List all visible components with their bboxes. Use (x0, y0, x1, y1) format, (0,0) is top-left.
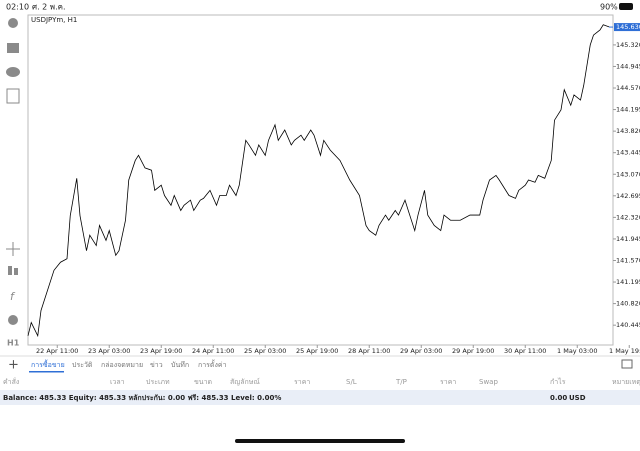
home-indicator (235, 439, 405, 443)
status-date: ศ. 2 พ.ค. (32, 3, 66, 12)
y-tick-label: 143.070 (616, 170, 640, 178)
x-tick-label: 1 May 19:00 (609, 347, 640, 355)
account-summary: Balance: 485.33 Equity: 485.33 หลักประกั… (3, 394, 281, 402)
layout-icon[interactable] (621, 359, 633, 369)
y-tick-label: 145.320 (616, 41, 640, 49)
column-header[interactable]: S/L (346, 378, 357, 386)
price-line (27, 24, 610, 338)
active-tab-underline (29, 371, 64, 373)
y-tick-label: 141.945 (616, 235, 640, 243)
x-tick-label: 29 Apr 03:00 (400, 347, 442, 355)
x-tick-label: 30 Apr 11:00 (504, 347, 546, 355)
chart-title: USDJPYm, H1 (31, 16, 77, 24)
y-tick-label: 140.820 (616, 300, 640, 308)
crosshair-icon[interactable] (6, 242, 20, 256)
y-tick-label: 142.320 (616, 213, 640, 221)
new-order-icon[interactable] (6, 88, 20, 104)
account-icon[interactable] (8, 18, 18, 28)
column-header[interactable]: ราคา (440, 378, 456, 386)
x-tick-label: 28 Apr 11:00 (348, 347, 390, 355)
trade-icon[interactable] (7, 43, 19, 53)
column-header[interactable]: ราคา (294, 378, 310, 386)
profit-total: 0.00 (550, 394, 567, 402)
y-tick-label: 144.195 (616, 106, 640, 114)
column-header[interactable]: Swap (479, 378, 498, 386)
balance-bar (0, 390, 640, 405)
indicator-icon[interactable]: f (10, 290, 16, 303)
column-header[interactable]: เวลา (110, 378, 125, 386)
y-tick-label: 143.820 (616, 127, 640, 135)
tab[interactable]: กล่องจดหมาย (101, 361, 143, 369)
x-tick-label: 25 Apr 19:00 (296, 347, 338, 355)
column-header[interactable]: กำไร (550, 377, 566, 386)
column-header[interactable]: คำสั่ง (3, 377, 19, 386)
x-tick-label: 24 Apr 11:00 (192, 347, 234, 355)
x-tick-label: 29 Apr 19:00 (452, 347, 494, 355)
battery-icon (619, 3, 633, 10)
y-tick-label: 143.445 (616, 149, 640, 157)
status-time: 02:10 (6, 3, 29, 12)
y-tick-label: 144.945 (616, 62, 640, 70)
y-tick-label: 141.195 (616, 278, 640, 286)
add-button[interactable]: + (8, 358, 19, 373)
chat-icon[interactable] (6, 67, 20, 77)
tab[interactable]: ข่าว (150, 361, 163, 369)
y-tick-label: 140.445 (616, 321, 640, 329)
tab[interactable]: บันทึก (171, 360, 189, 369)
x-tick-label: 25 Apr 03:00 (244, 347, 286, 355)
column-header[interactable]: ประเภท (146, 378, 170, 386)
tab[interactable]: การซื้อขาย (31, 358, 65, 369)
objects-icon[interactable] (8, 315, 18, 325)
chart-frame (27, 14, 614, 346)
x-tick-label: 23 Apr 19:00 (140, 347, 182, 355)
last-price-label: 145.630 (616, 23, 640, 31)
timeframe-button[interactable]: H1 (7, 339, 20, 348)
last-price-box (614, 23, 640, 32)
y-tick-label: 144.570 (616, 84, 640, 92)
currency: USD (569, 394, 586, 402)
chart-type-icon-2 (14, 268, 18, 275)
x-tick-label: 22 Apr 11:00 (36, 347, 78, 355)
column-header[interactable]: สัญลักษณ์ (230, 378, 260, 386)
y-tick-label: 141.570 (616, 256, 640, 264)
chart-type-icon[interactable] (8, 266, 12, 275)
tab[interactable]: ประวัติ (72, 361, 93, 369)
tab[interactable]: การตั้งค่า (198, 358, 227, 369)
column-header[interactable]: หมายเหตุ (612, 378, 640, 386)
y-tick-label: 142.695 (616, 192, 640, 200)
column-header[interactable]: T/P (395, 378, 407, 386)
column-header[interactable]: ขนาด (194, 378, 212, 386)
x-tick-label: 1 May 03:00 (557, 347, 597, 355)
x-tick-label: 23 Apr 03:00 (88, 347, 130, 355)
status-battery: 90% (600, 3, 618, 12)
